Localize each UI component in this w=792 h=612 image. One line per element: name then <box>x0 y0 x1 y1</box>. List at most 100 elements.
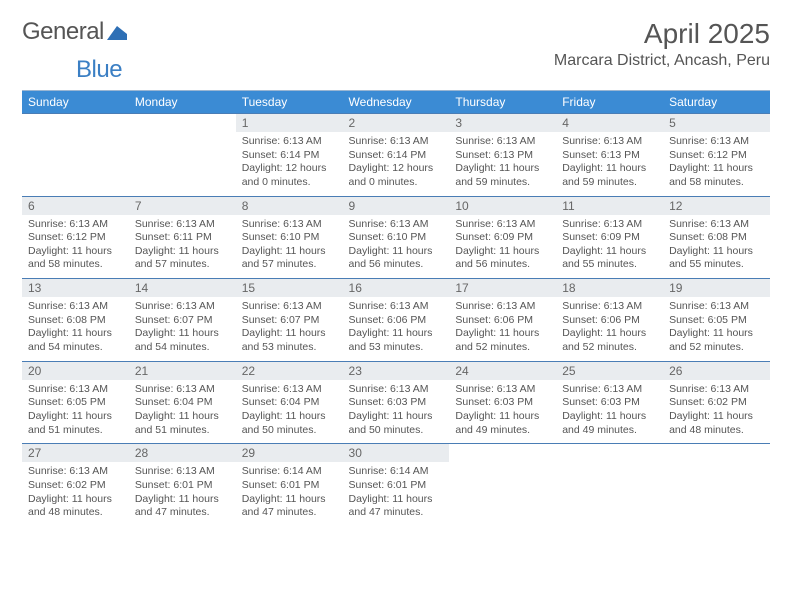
sunrise-text: Sunrise: 6:13 AM <box>455 300 550 314</box>
day-number-cell: 15 <box>236 279 343 298</box>
sunset-text: Sunset: 6:11 PM <box>135 231 230 245</box>
day-number-cell: 18 <box>556 279 663 298</box>
sunrise-text: Sunrise: 6:13 AM <box>28 465 123 479</box>
sunrise-text: Sunrise: 6:13 AM <box>28 300 123 314</box>
day-body-cell: Sunrise: 6:14 AMSunset: 6:01 PMDaylight:… <box>236 462 343 526</box>
sunrise-text: Sunrise: 6:13 AM <box>669 218 764 232</box>
sunset-text: Sunset: 6:12 PM <box>28 231 123 245</box>
sunrise-text: Sunrise: 6:13 AM <box>455 135 550 149</box>
sunset-text: Sunset: 6:13 PM <box>562 149 657 163</box>
day-number-cell: 6 <box>22 196 129 215</box>
day-body-cell: Sunrise: 6:13 AMSunset: 6:12 PMDaylight:… <box>22 215 129 279</box>
day-number-cell: 9 <box>343 196 450 215</box>
daylight-text: Daylight: 11 hours and 51 minutes. <box>135 410 230 437</box>
sunrise-text: Sunrise: 6:13 AM <box>242 135 337 149</box>
daylight-text: Daylight: 11 hours and 58 minutes. <box>28 245 123 272</box>
day-body-cell: Sunrise: 6:13 AMSunset: 6:02 PMDaylight:… <box>22 462 129 526</box>
sunset-text: Sunset: 6:13 PM <box>455 149 550 163</box>
daylight-text: Daylight: 11 hours and 47 minutes. <box>349 493 444 520</box>
logo-blue: Blue <box>76 56 122 83</box>
day-number-cell: 11 <box>556 196 663 215</box>
sunrise-text: Sunrise: 6:13 AM <box>562 218 657 232</box>
day-number-cell: 28 <box>129 444 236 463</box>
day-body-cell <box>22 132 129 196</box>
sunset-text: Sunset: 6:02 PM <box>669 396 764 410</box>
daylight-text: Daylight: 11 hours and 59 minutes. <box>455 162 550 189</box>
day-body-cell: Sunrise: 6:13 AMSunset: 6:04 PMDaylight:… <box>129 380 236 444</box>
sunrise-text: Sunrise: 6:13 AM <box>242 383 337 397</box>
day-number-cell: 24 <box>449 361 556 380</box>
daylight-text: Daylight: 11 hours and 59 minutes. <box>562 162 657 189</box>
daylight-text: Daylight: 11 hours and 49 minutes. <box>455 410 550 437</box>
sunset-text: Sunset: 6:04 PM <box>242 396 337 410</box>
sunrise-text: Sunrise: 6:13 AM <box>28 383 123 397</box>
sunset-text: Sunset: 6:04 PM <box>135 396 230 410</box>
day-number-cell: 21 <box>129 361 236 380</box>
weekday-header-row: SundayMondayTuesdayWednesdayThursdayFrid… <box>22 91 770 114</box>
daylight-text: Daylight: 11 hours and 47 minutes. <box>242 493 337 520</box>
sunrise-text: Sunrise: 6:13 AM <box>455 383 550 397</box>
weekday-header: Friday <box>556 91 663 114</box>
daylight-text: Daylight: 12 hours and 0 minutes. <box>242 162 337 189</box>
daylight-text: Daylight: 11 hours and 50 minutes. <box>242 410 337 437</box>
day-body-cell: Sunrise: 6:13 AMSunset: 6:06 PMDaylight:… <box>449 297 556 361</box>
day-number-cell: 13 <box>22 279 129 298</box>
sunset-text: Sunset: 6:06 PM <box>349 314 444 328</box>
day-body-cell: Sunrise: 6:13 AMSunset: 6:06 PMDaylight:… <box>556 297 663 361</box>
day-number-cell: 19 <box>663 279 770 298</box>
sunrise-text: Sunrise: 6:13 AM <box>135 218 230 232</box>
daylight-text: Daylight: 11 hours and 56 minutes. <box>455 245 550 272</box>
daylight-text: Daylight: 11 hours and 51 minutes. <box>28 410 123 437</box>
weekday-header: Tuesday <box>236 91 343 114</box>
sunset-text: Sunset: 6:06 PM <box>562 314 657 328</box>
day-number-cell: 29 <box>236 444 343 463</box>
logo-general: General <box>22 18 104 45</box>
weekday-header: Saturday <box>663 91 770 114</box>
daylight-text: Daylight: 11 hours and 55 minutes. <box>669 245 764 272</box>
logo: General <box>22 18 130 46</box>
sunrise-text: Sunrise: 6:13 AM <box>242 218 337 232</box>
daylight-text: Daylight: 11 hours and 49 minutes. <box>562 410 657 437</box>
day-body-cell <box>449 462 556 526</box>
weekday-header: Thursday <box>449 91 556 114</box>
day-number-row: 13141516171819 <box>22 279 770 298</box>
sunset-text: Sunset: 6:07 PM <box>242 314 337 328</box>
sunrise-text: Sunrise: 6:13 AM <box>28 218 123 232</box>
day-number-cell: 14 <box>129 279 236 298</box>
sunset-text: Sunset: 6:02 PM <box>28 479 123 493</box>
day-number-cell <box>129 114 236 133</box>
day-body-cell: Sunrise: 6:13 AMSunset: 6:12 PMDaylight:… <box>663 132 770 196</box>
daylight-text: Daylight: 11 hours and 54 minutes. <box>28 327 123 354</box>
sunrise-text: Sunrise: 6:13 AM <box>135 465 230 479</box>
day-body-cell: Sunrise: 6:13 AMSunset: 6:05 PMDaylight:… <box>663 297 770 361</box>
sunset-text: Sunset: 6:05 PM <box>669 314 764 328</box>
day-number-cell: 16 <box>343 279 450 298</box>
day-body-cell: Sunrise: 6:13 AMSunset: 6:03 PMDaylight:… <box>343 380 450 444</box>
day-body-row: Sunrise: 6:13 AMSunset: 6:14 PMDaylight:… <box>22 132 770 196</box>
day-body-cell <box>663 462 770 526</box>
day-number-cell: 22 <box>236 361 343 380</box>
daylight-text: Daylight: 11 hours and 52 minutes. <box>562 327 657 354</box>
day-body-cell: Sunrise: 6:13 AMSunset: 6:05 PMDaylight:… <box>22 380 129 444</box>
day-body-cell: Sunrise: 6:13 AMSunset: 6:08 PMDaylight:… <box>22 297 129 361</box>
day-number-cell: 17 <box>449 279 556 298</box>
day-number-cell: 25 <box>556 361 663 380</box>
daylight-text: Daylight: 11 hours and 50 minutes. <box>349 410 444 437</box>
sunrise-text: Sunrise: 6:13 AM <box>349 135 444 149</box>
daylight-text: Daylight: 11 hours and 53 minutes. <box>242 327 337 354</box>
daylight-text: Daylight: 11 hours and 52 minutes. <box>455 327 550 354</box>
logo-icon <box>106 22 128 42</box>
daylight-text: Daylight: 11 hours and 48 minutes. <box>669 410 764 437</box>
day-body-cell: Sunrise: 6:13 AMSunset: 6:09 PMDaylight:… <box>449 215 556 279</box>
sunset-text: Sunset: 6:01 PM <box>349 479 444 493</box>
day-number-cell <box>663 444 770 463</box>
day-body-row: Sunrise: 6:13 AMSunset: 6:02 PMDaylight:… <box>22 462 770 526</box>
sunset-text: Sunset: 6:05 PM <box>28 396 123 410</box>
calendar-table: SundayMondayTuesdayWednesdayThursdayFrid… <box>22 90 770 526</box>
day-number-cell: 1 <box>236 114 343 133</box>
daylight-text: Daylight: 11 hours and 56 minutes. <box>349 245 444 272</box>
day-body-cell: Sunrise: 6:13 AMSunset: 6:03 PMDaylight:… <box>556 380 663 444</box>
sunset-text: Sunset: 6:03 PM <box>455 396 550 410</box>
sunrise-text: Sunrise: 6:13 AM <box>135 300 230 314</box>
sunset-text: Sunset: 6:03 PM <box>349 396 444 410</box>
